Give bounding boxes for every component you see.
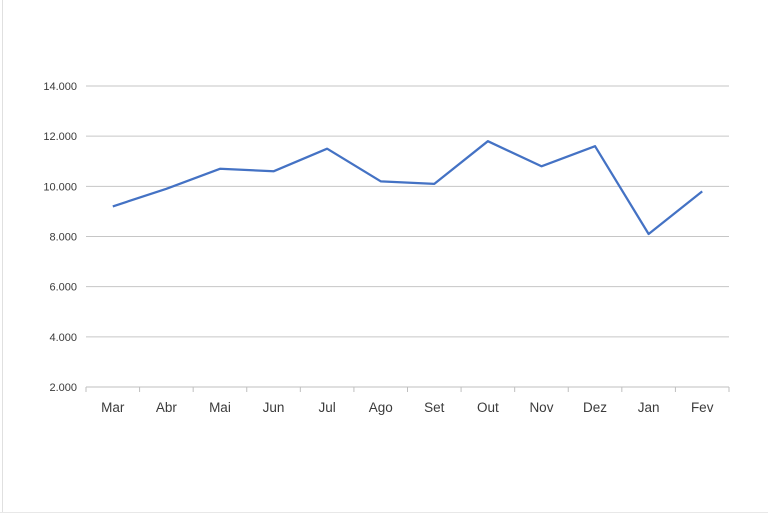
y-axis-tick-label: 10.000 — [43, 181, 77, 193]
x-axis-label: Set — [424, 400, 445, 415]
y-axis-tick-label: 8.000 — [49, 232, 77, 244]
x-axis-label: Jan — [638, 400, 660, 415]
x-axis-label: Abr — [156, 400, 178, 415]
y-axis-tick-label: 4.000 — [49, 332, 77, 344]
x-axis-label: Jul — [318, 400, 335, 415]
x-axis-label: Dez — [583, 400, 607, 415]
x-axis-label: Ago — [369, 400, 393, 415]
y-axis-tick-label: 2.000 — [49, 382, 77, 394]
page-left-edge — [2, 0, 3, 513]
y-axis-tick-label: 14.000 — [43, 81, 77, 93]
x-axis-label: Jun — [263, 400, 285, 415]
y-axis-tick-label: 12.000 — [43, 131, 77, 143]
y-axis-tick-label: 6.000 — [49, 282, 77, 294]
x-axis-label: Mar — [101, 400, 125, 415]
x-axis-label: Nov — [529, 400, 553, 415]
x-axis-label: Fev — [691, 400, 714, 415]
x-axis-label: Mai — [209, 400, 231, 415]
data-series-line — [112, 140, 703, 236]
x-axis-label: Out — [477, 400, 499, 415]
